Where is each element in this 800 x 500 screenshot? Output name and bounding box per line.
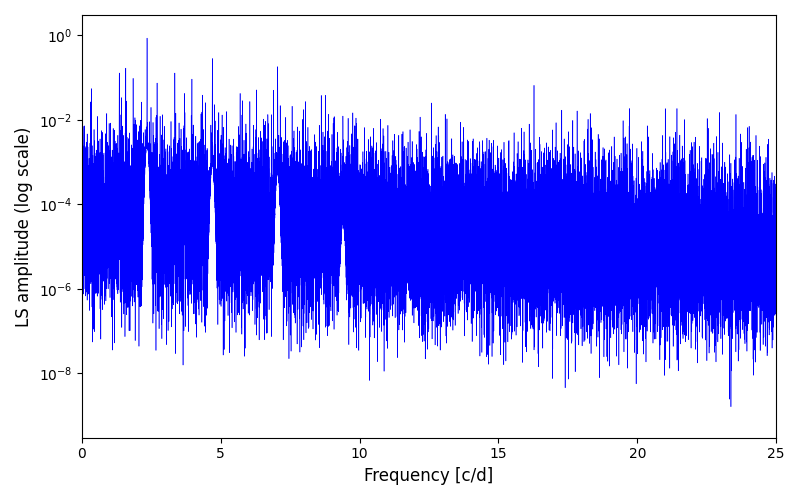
- X-axis label: Frequency [c/d]: Frequency [c/d]: [364, 467, 494, 485]
- Y-axis label: LS amplitude (log scale): LS amplitude (log scale): [15, 126, 33, 326]
